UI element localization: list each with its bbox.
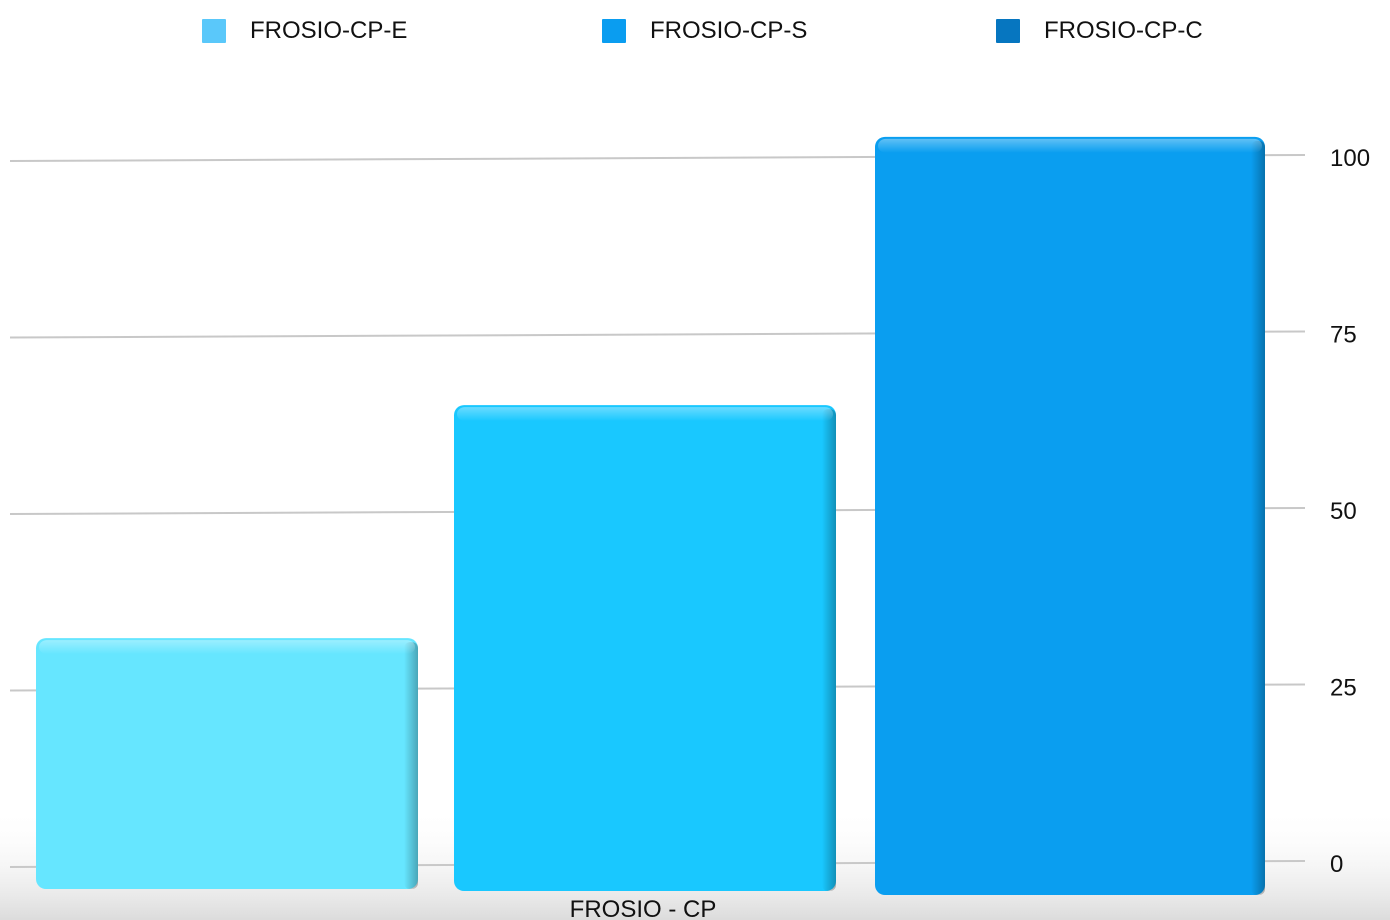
y-tick-label: 0 (1330, 851, 1343, 878)
bar-side-shade (822, 409, 836, 891)
legend-label-frosio-cp-c: FROSIO-CP-C (1044, 17, 1203, 44)
legend-item-frosio-cp-e: FROSIO-CP-E (202, 14, 407, 48)
y-tick-label: 75 (1330, 322, 1357, 349)
y-tick-label: 25 (1330, 675, 1357, 702)
bar-top-highlight (39, 640, 415, 655)
legend-label-frosio-cp-e: FROSIO-CP-E (250, 17, 408, 44)
bar-top-highlight (457, 407, 833, 422)
chart-legend: FROSIO-CP-E FROSIO-CP-S FROSIO-CP-C (0, 14, 1390, 48)
legend-item-frosio-cp-c: FROSIO-CP-C (996, 14, 1203, 48)
bar-side-shade (1251, 140, 1265, 895)
bar-top-highlight (878, 138, 1262, 153)
y-tick-label: 50 (1330, 498, 1357, 525)
bar-body (875, 136, 1265, 895)
bar-frosio-cp-e (36, 638, 418, 889)
bar-body (36, 638, 418, 889)
bar-side-shade (404, 642, 418, 889)
y-tick-label: 100 (1330, 145, 1370, 172)
legend-swatch-frosio-cp-s (602, 19, 626, 43)
legend-item-frosio-cp-s: FROSIO-CP-S (602, 14, 807, 48)
x-category-label: FROSIO - CP (570, 896, 717, 920)
bar-frosio-cp-c (875, 136, 1265, 895)
bar-frosio-cp-s (454, 405, 836, 891)
bar-body (454, 405, 836, 891)
legend-swatch-frosio-cp-c (996, 19, 1020, 43)
legend-swatch-frosio-cp-e (202, 19, 226, 43)
legend-label-frosio-cp-s: FROSIO-CP-S (650, 17, 808, 44)
